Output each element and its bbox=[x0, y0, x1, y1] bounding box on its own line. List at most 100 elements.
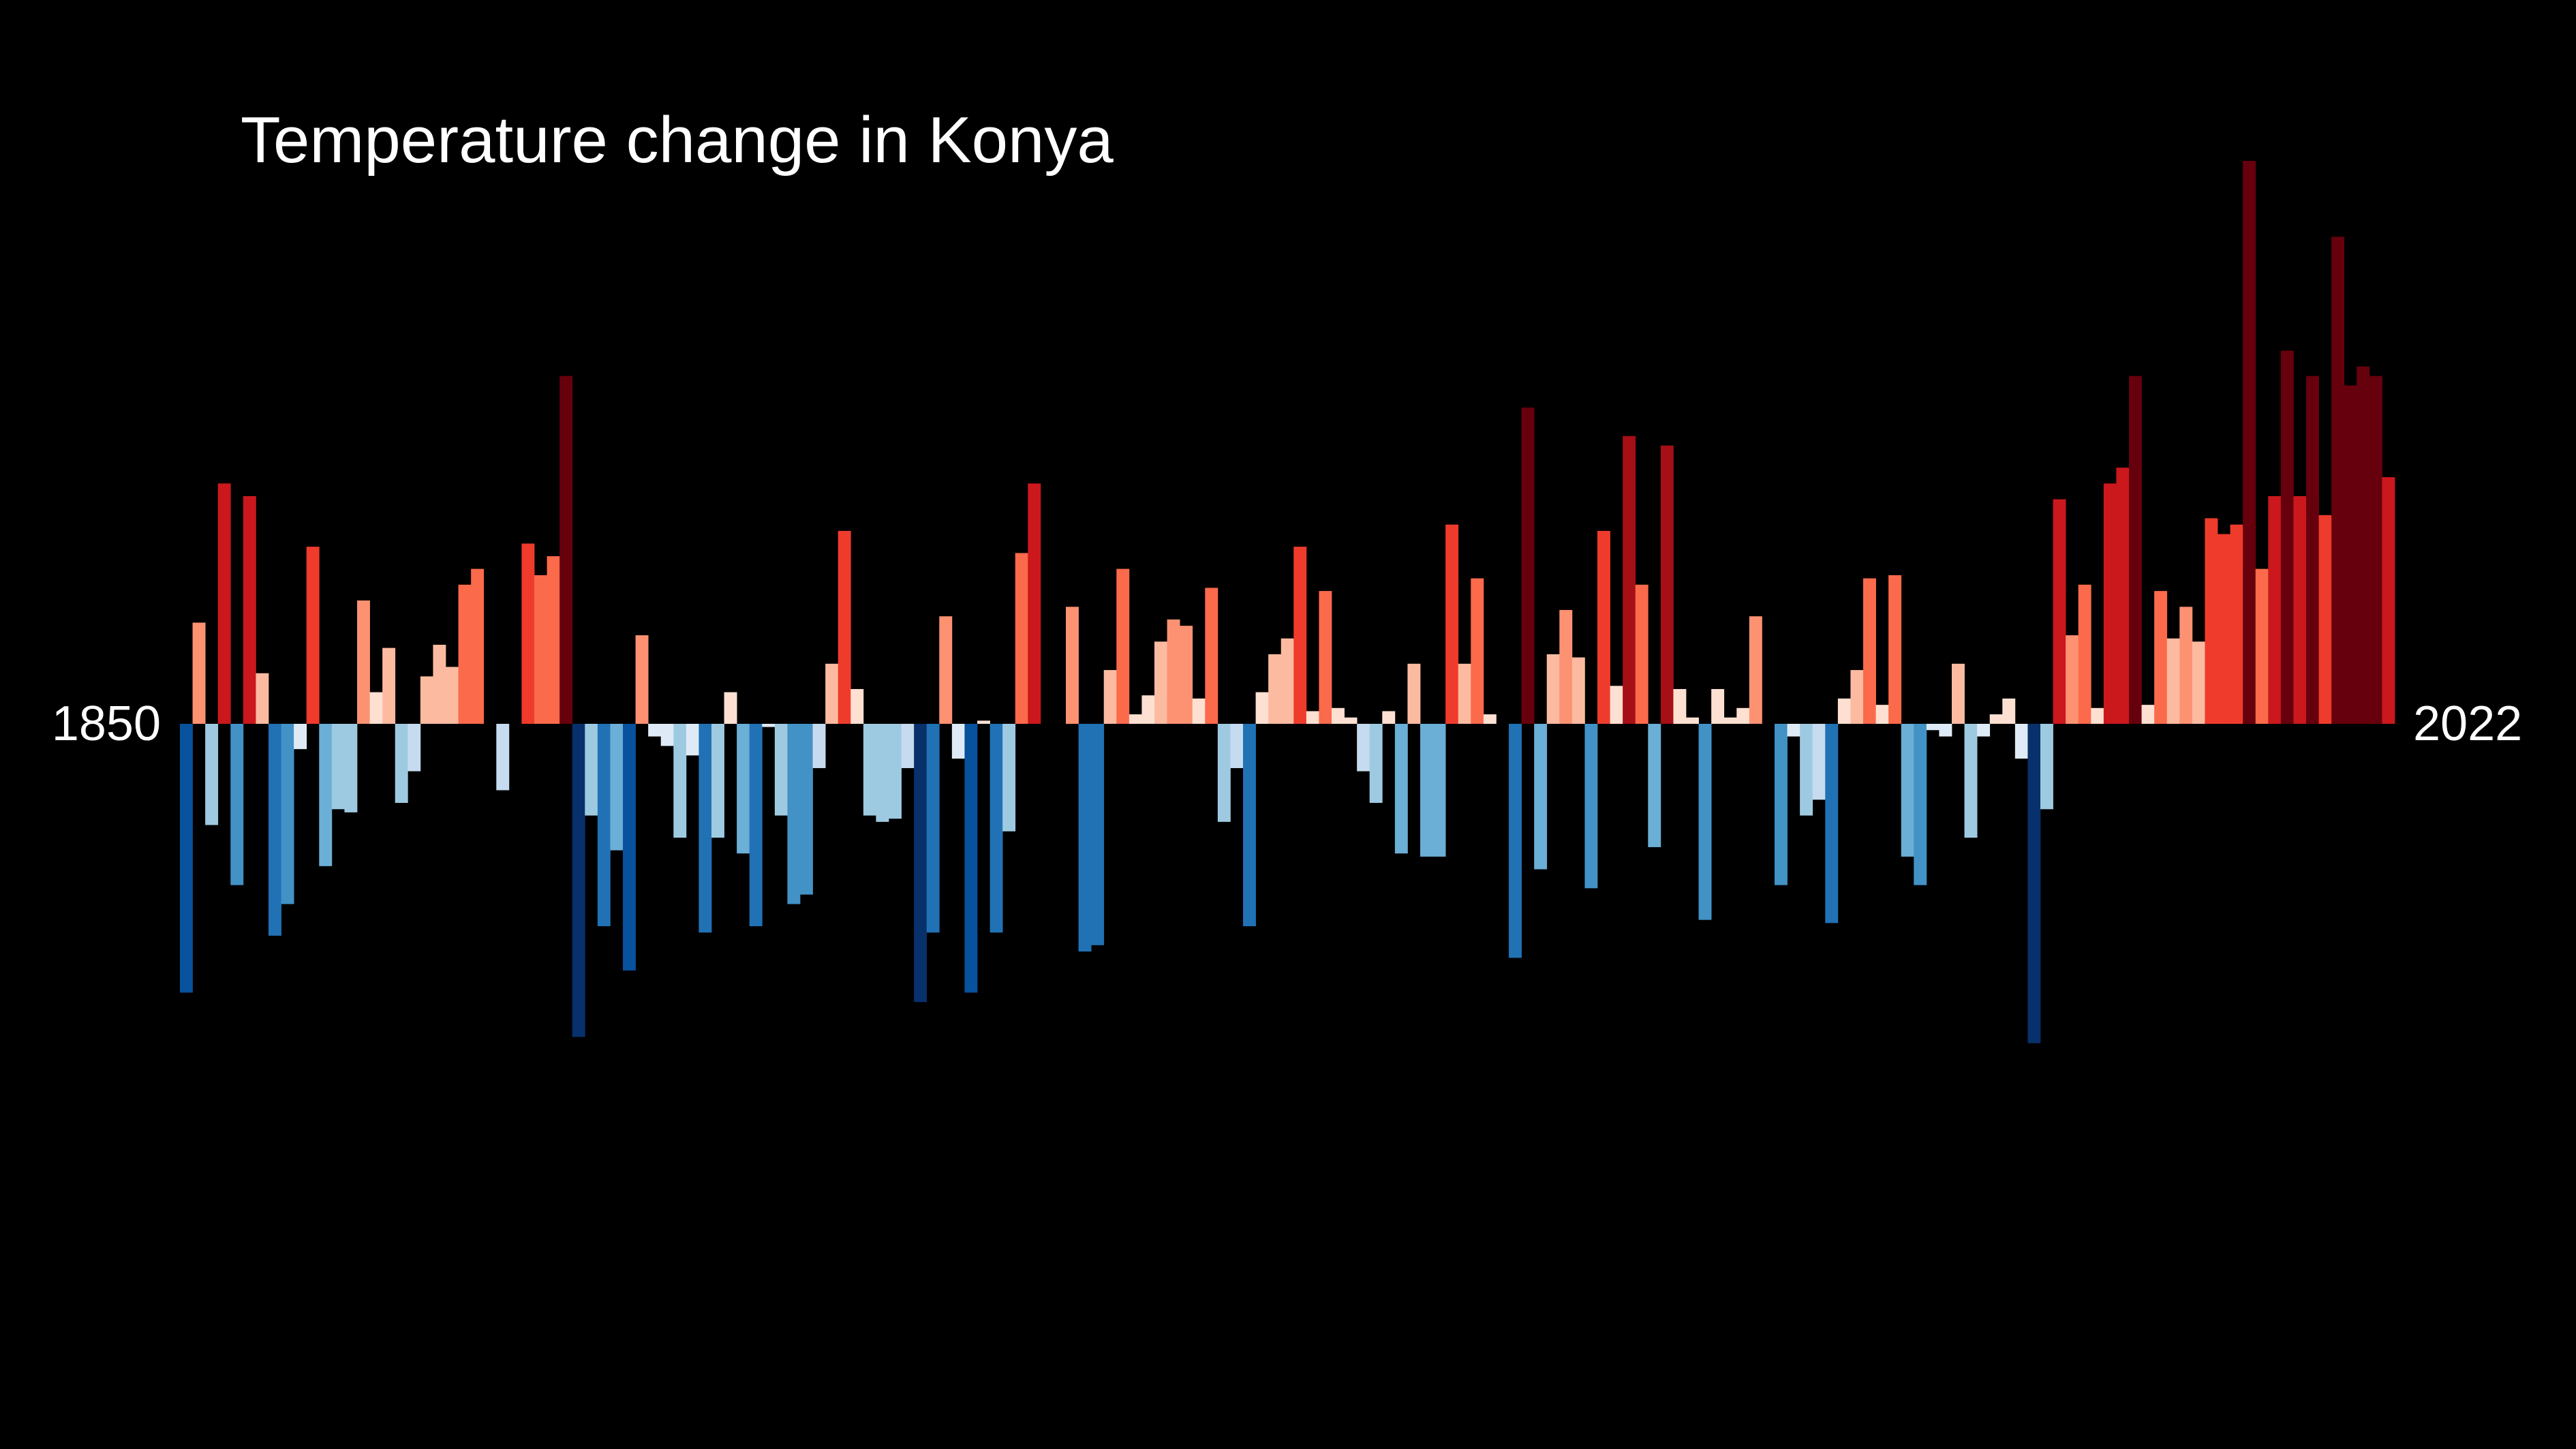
bar-1865 bbox=[369, 692, 383, 724]
bar-1966 bbox=[1648, 724, 1661, 847]
bar-1969 bbox=[1686, 717, 1699, 724]
bar-1905 bbox=[876, 724, 889, 822]
bar-1916 bbox=[1015, 553, 1028, 724]
bar-1927 bbox=[1154, 641, 1167, 724]
bar-1880 bbox=[559, 376, 573, 724]
bar-2003 bbox=[2116, 468, 2130, 724]
bar-1909 bbox=[926, 724, 940, 933]
bar-1990 bbox=[1952, 663, 1965, 724]
bar-1960 bbox=[1571, 657, 1585, 724]
bar-2017 bbox=[2293, 495, 2307, 724]
bar-1896 bbox=[762, 724, 776, 727]
bar-1900 bbox=[812, 724, 826, 768]
bar-1921 bbox=[1078, 724, 1092, 952]
bar-1939 bbox=[1306, 711, 1319, 724]
bar-1949 bbox=[1432, 724, 1446, 857]
bar-1860 bbox=[306, 547, 320, 724]
bar-1972 bbox=[1723, 717, 1737, 724]
bar-1947 bbox=[1407, 663, 1421, 724]
bar-2006 bbox=[2154, 591, 2168, 724]
bar-1922 bbox=[1091, 724, 1105, 945]
bar-1981 bbox=[1837, 698, 1851, 724]
bar-1974 bbox=[1749, 616, 1762, 724]
bar-2012 bbox=[2230, 524, 2243, 724]
bar-1882 bbox=[585, 724, 598, 816]
bar-2011 bbox=[2218, 534, 2230, 724]
bar-1878 bbox=[534, 575, 547, 724]
bar-2023 bbox=[2369, 376, 2382, 724]
bar-1940 bbox=[1319, 591, 1332, 724]
bar-1996 bbox=[2027, 724, 2041, 1043]
bar-1877 bbox=[521, 543, 535, 724]
bar-2019 bbox=[2318, 515, 2332, 724]
bar-1902 bbox=[838, 530, 851, 724]
bar-1971 bbox=[1711, 688, 1725, 724]
bar-1991 bbox=[1964, 724, 1978, 838]
bar-1884 bbox=[610, 724, 624, 851]
bar-1934 bbox=[1243, 724, 1256, 926]
bar-1875 bbox=[496, 724, 510, 791]
bar-1929 bbox=[1180, 626, 1193, 724]
bar-1871 bbox=[446, 667, 459, 724]
bar-2005 bbox=[2141, 705, 2155, 724]
bar-1948 bbox=[1420, 724, 1433, 857]
bar-1997 bbox=[2040, 724, 2053, 810]
bar-1914 bbox=[990, 724, 1003, 933]
bar-1977 bbox=[1787, 724, 1800, 737]
bar-1995 bbox=[2014, 724, 2028, 759]
bar-1894 bbox=[737, 724, 750, 854]
bar-1945 bbox=[1382, 711, 1396, 724]
bar-2014 bbox=[2255, 568, 2269, 724]
bar-1886 bbox=[635, 635, 649, 724]
bar-1890 bbox=[686, 724, 699, 756]
bar-1943 bbox=[1357, 724, 1370, 772]
bar-2021 bbox=[2344, 385, 2357, 724]
bar-2002 bbox=[2103, 483, 2117, 724]
bar-1854 bbox=[230, 724, 244, 885]
bar-1888 bbox=[660, 724, 674, 746]
bar-1986 bbox=[1901, 724, 1914, 857]
bars-group bbox=[180, 161, 2395, 1043]
bar-1999 bbox=[2066, 635, 2079, 724]
bar-1979 bbox=[1812, 724, 1826, 800]
bar-1908 bbox=[914, 724, 927, 1003]
bar-1931 bbox=[1205, 588, 1218, 724]
bar-1928 bbox=[1167, 619, 1180, 724]
chart-title: Temperature change in Konya bbox=[241, 104, 1114, 177]
bar-1903 bbox=[850, 688, 864, 724]
bar-1851 bbox=[192, 622, 206, 724]
bar-1989 bbox=[1939, 724, 1952, 737]
bar-1953 bbox=[1483, 714, 1497, 724]
bar-2018 bbox=[2306, 376, 2319, 724]
bar-1863 bbox=[344, 724, 358, 812]
bar-1911 bbox=[951, 724, 965, 759]
bar-2007 bbox=[2166, 638, 2180, 724]
bar-1926 bbox=[1141, 695, 1155, 724]
bar-1858 bbox=[281, 724, 294, 904]
bar-1938 bbox=[1293, 547, 1307, 724]
bar-1955 bbox=[1509, 724, 1522, 958]
bar-1994 bbox=[2002, 698, 2016, 724]
bar-1992 bbox=[1977, 724, 1991, 737]
bar-1998 bbox=[2053, 499, 2066, 724]
bar-1870 bbox=[433, 645, 446, 724]
bar-1850 bbox=[180, 724, 193, 993]
bar-1951 bbox=[1458, 663, 1471, 724]
bar-1924 bbox=[1116, 568, 1130, 724]
bar-1910 bbox=[939, 616, 953, 724]
start-year-label: 1850 bbox=[52, 697, 161, 751]
bar-1985 bbox=[1888, 575, 1902, 724]
bar-1968 bbox=[1673, 688, 1687, 724]
bar-2004 bbox=[2129, 376, 2142, 724]
bar-1993 bbox=[1989, 714, 2003, 724]
bar-1982 bbox=[1850, 670, 1864, 724]
bar-2015 bbox=[2268, 495, 2282, 724]
bar-1937 bbox=[1281, 638, 1294, 724]
bar-1942 bbox=[1344, 717, 1358, 724]
bar-1932 bbox=[1217, 724, 1231, 822]
bar-1912 bbox=[964, 724, 978, 993]
bar-1855 bbox=[243, 495, 256, 724]
bar-1866 bbox=[382, 647, 396, 724]
bar-1883 bbox=[597, 724, 611, 926]
bar-1961 bbox=[1584, 724, 1598, 889]
